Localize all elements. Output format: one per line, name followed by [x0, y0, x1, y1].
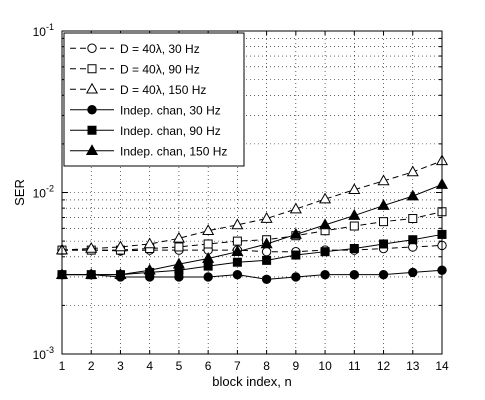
data-point	[348, 209, 361, 220]
legend-marker	[87, 125, 97, 135]
data-point	[349, 221, 359, 231]
legend-entry: Indep. chan, 30 Hz	[70, 103, 221, 117]
x-tick-label: 7	[234, 359, 241, 373]
legend-label: D = 40λ, 90 Hz	[120, 62, 200, 76]
legend: D = 40λ, 30 Hz D = 40λ, 90 Hz D = 40λ, 150…	[63, 32, 245, 167]
data-point	[172, 257, 185, 269]
data-point	[319, 218, 332, 230]
data-point	[203, 272, 213, 282]
data-point	[232, 236, 242, 246]
data-point	[174, 242, 184, 252]
y-tick-label: 10-2	[33, 184, 54, 201]
legend-marker	[87, 43, 97, 53]
y-tick-label: 10-3	[33, 345, 54, 362]
data-point	[291, 272, 301, 282]
x-tick-label: 2	[88, 359, 95, 373]
data-point	[348, 183, 361, 195]
legend-marker	[87, 105, 97, 115]
series-3	[55, 154, 449, 255]
data-point	[349, 269, 360, 280]
data-point	[231, 218, 244, 230]
data-point	[114, 268, 127, 279]
legend-entry: D = 40λ, 90 Hz	[70, 62, 200, 76]
data-point	[232, 257, 242, 267]
data-point	[377, 174, 390, 186]
legend-marker	[85, 144, 99, 156]
data-point	[349, 244, 359, 254]
x-tick-label: 11	[348, 359, 361, 373]
data-point	[320, 247, 330, 257]
data-point	[232, 269, 243, 280]
legend-entry: Indep. chan, 150 Hz	[70, 144, 227, 158]
legend-box	[63, 32, 245, 167]
data-point	[379, 239, 389, 249]
legend-entry: Indep. chan, 90 Hz	[70, 124, 221, 138]
x-tick-label: 8	[263, 359, 270, 373]
legend-label: Indep. chan, 150 Hz	[120, 144, 227, 158]
x-tick-label: 12	[377, 359, 391, 373]
x-tick-label: 4	[146, 359, 153, 373]
x-tick-label: 14	[435, 359, 449, 373]
x-tick-label: 13	[406, 359, 420, 373]
data-point	[320, 269, 330, 280]
data-point	[378, 269, 389, 280]
data-point	[143, 237, 156, 249]
series-line	[61, 160, 443, 251]
data-point	[379, 217, 389, 227]
data-point	[203, 261, 213, 271]
data-point	[85, 241, 98, 253]
legend-marker	[85, 82, 99, 94]
data-point	[408, 214, 418, 224]
data-point	[261, 274, 272, 285]
legend-marker	[87, 64, 97, 74]
legend-label: D = 40λ, 30 Hz	[120, 42, 200, 56]
data-point	[408, 267, 418, 278]
x-axis-label: block index, n	[212, 374, 292, 389]
data-point	[408, 235, 418, 245]
x-tick-label: 3	[117, 359, 124, 373]
data-point	[85, 268, 98, 279]
data-point	[202, 224, 215, 236]
data-point	[203, 239, 213, 249]
x-tick-label: 6	[205, 359, 212, 373]
data-point	[377, 199, 390, 210]
y-tick-label: 10-1	[33, 22, 54, 39]
y-axis-label: SER	[12, 179, 27, 206]
series-6	[55, 178, 449, 279]
series-line	[62, 184, 443, 276]
legend-label: D = 40λ, 150 Hz	[120, 83, 206, 97]
x-tick-label: 10	[318, 359, 332, 373]
data-point	[319, 192, 332, 204]
data-point	[202, 252, 215, 263]
data-point	[289, 227, 302, 239]
legend-entry: D = 40λ, 150 Hz	[70, 82, 206, 97]
x-tick-label: 9	[293, 359, 300, 373]
data-point	[143, 263, 156, 275]
data-point	[406, 189, 419, 201]
legend-label: Indep. chan, 90 Hz	[120, 124, 221, 138]
data-point	[231, 245, 244, 256]
data-point	[260, 212, 273, 223]
data-point	[406, 165, 419, 177]
data-point	[172, 231, 185, 243]
legend-label: Indep. chan, 30 Hz	[120, 103, 221, 117]
legend-entry: D = 40λ, 30 Hz	[70, 42, 200, 56]
data-point	[262, 255, 272, 265]
data-point	[114, 240, 127, 252]
data-point	[291, 250, 301, 260]
x-tick-label: 5	[176, 359, 183, 373]
x-tick-label: 1	[59, 359, 66, 373]
data-point	[260, 237, 273, 249]
data-point	[289, 202, 302, 214]
data-point	[261, 246, 272, 257]
